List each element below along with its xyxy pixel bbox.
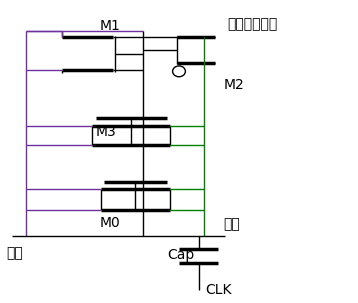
Text: CLK: CLK (205, 283, 232, 297)
Text: M3: M3 (96, 125, 116, 139)
Text: Cap: Cap (168, 248, 195, 262)
Text: 输出: 输出 (223, 217, 240, 231)
Text: M0: M0 (100, 216, 120, 230)
Text: 输入: 输入 (7, 246, 24, 260)
Text: 接下一级输出: 接下一级输出 (227, 17, 277, 31)
Text: M2: M2 (223, 78, 244, 92)
Text: M1: M1 (99, 19, 120, 33)
